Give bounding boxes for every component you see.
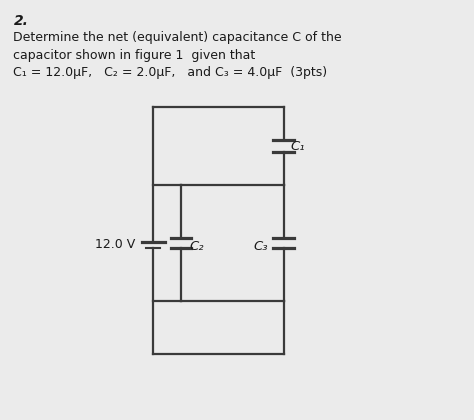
Text: capacitor shown in figure 1  given that: capacitor shown in figure 1 given that — [13, 49, 256, 62]
Text: C₂: C₂ — [190, 240, 204, 253]
Text: C₁: C₁ — [291, 140, 305, 153]
Text: 2.: 2. — [13, 14, 28, 29]
Text: Determine the net (equivalent) capacitance C of the: Determine the net (equivalent) capacitan… — [13, 31, 342, 44]
Text: C₃: C₃ — [253, 240, 268, 253]
Text: C₁ = 12.0μF,   C₂ = 2.0μF,   and C₃ = 4.0μF  (3pts): C₁ = 12.0μF, C₂ = 2.0μF, and C₃ = 4.0μF … — [13, 66, 328, 79]
Text: 12.0 V: 12.0 V — [95, 239, 136, 252]
